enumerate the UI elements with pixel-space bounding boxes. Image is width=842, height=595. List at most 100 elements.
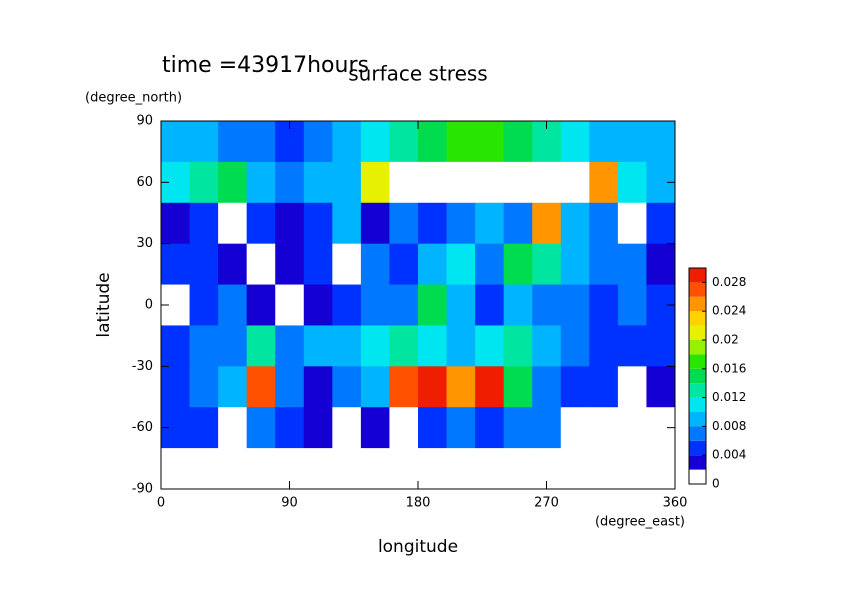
- contour-cell: [560, 121, 590, 163]
- x-axis-label: longitude: [378, 537, 458, 557]
- contour-cell: [189, 325, 219, 367]
- contour-cell: [589, 448, 619, 490]
- contour-cell: [246, 243, 276, 286]
- contour-cell: [303, 407, 333, 449]
- contour-cell: [646, 121, 676, 163]
- contour-cell: [246, 284, 276, 326]
- contour-cell: [475, 243, 505, 286]
- contour-cell: [303, 202, 333, 245]
- contour-cell: [246, 366, 276, 408]
- contour-cell: [589, 407, 619, 449]
- contour-cell: [560, 407, 590, 449]
- contour-cell: [532, 366, 562, 408]
- contour-cell: [218, 407, 248, 449]
- contour-cell: [161, 243, 191, 286]
- chart-title: surface stress: [348, 62, 487, 86]
- contour-cell: [503, 284, 533, 326]
- contour-cell: [360, 243, 390, 286]
- contour-cell: [246, 407, 276, 449]
- contour-cell: [303, 325, 333, 367]
- contour-cell: [503, 448, 533, 490]
- contour-cell: [161, 202, 191, 245]
- contour-cell: [503, 161, 533, 204]
- contour-cell: [646, 325, 676, 367]
- colorbar-swatch: [689, 412, 706, 427]
- contour-cell: [360, 161, 390, 204]
- contour-cell: [303, 243, 333, 286]
- contour-cell: [446, 366, 476, 408]
- contour-cell: [332, 325, 362, 367]
- contour-cell: [275, 202, 305, 245]
- contour-cell: [475, 161, 505, 204]
- contour-cell: [161, 448, 191, 490]
- contour-cell: [475, 121, 505, 163]
- contour-cell: [389, 202, 419, 245]
- contour-cell: [246, 325, 276, 367]
- contour-cell: [617, 243, 647, 286]
- contour-cell: [418, 121, 448, 163]
- contour-cell: [617, 407, 647, 449]
- colorbar-swatch: [689, 440, 706, 456]
- y-tick-label: 90: [136, 114, 153, 129]
- contour-cell: [246, 202, 276, 245]
- contour-cell: [332, 407, 362, 449]
- contour-cell: [446, 325, 476, 367]
- contour-cell: [360, 121, 390, 163]
- contour-cell: [161, 325, 191, 367]
- colorbar-swatch: [689, 268, 706, 283]
- contour-cell: [503, 366, 533, 408]
- contour-cell: [218, 121, 248, 163]
- contour-cell: [218, 243, 248, 286]
- colorbar-swatch: [689, 282, 706, 297]
- contour-cell: [532, 284, 562, 326]
- contour-cell: [503, 407, 533, 449]
- contour-cell: [360, 325, 390, 367]
- contour-cell: [389, 407, 419, 449]
- contour-cell: [418, 448, 448, 490]
- contour-cell: [503, 202, 533, 245]
- colorbar-tick-label: 0.028: [712, 275, 746, 289]
- contour-cell: [218, 284, 248, 326]
- contour-cell: [303, 366, 333, 408]
- colorbar-swatch: [689, 340, 706, 355]
- contour-cell: [503, 243, 533, 286]
- colorbar-swatch: [689, 469, 706, 484]
- contour-cell: [475, 366, 505, 408]
- x-tick-label: 180: [406, 496, 431, 511]
- contour-cell: [560, 161, 590, 204]
- contour-cell: [332, 284, 362, 326]
- contour-cell: [446, 121, 476, 163]
- contour-cell: [589, 202, 619, 245]
- contour-cell: [617, 202, 647, 245]
- contour-cell: [532, 407, 562, 449]
- contour-cell: [389, 448, 419, 490]
- contour-cell: [617, 284, 647, 326]
- y-tick-label: -90: [132, 482, 153, 497]
- contour-cell: [332, 202, 362, 245]
- contour-cell: [303, 121, 333, 163]
- contour-cell: [389, 243, 419, 286]
- contour-cell: [218, 161, 248, 204]
- contour-cell: [532, 325, 562, 367]
- y-tick-label: -60: [132, 420, 153, 435]
- contour-cell: [360, 366, 390, 408]
- contour-cell: [418, 284, 448, 326]
- contour-cell: [446, 448, 476, 490]
- colorbar-swatch: [689, 368, 706, 384]
- contour-cell: [560, 366, 590, 408]
- colorbar-tick-label: 0.02: [712, 333, 739, 347]
- contour-cell: [275, 161, 305, 204]
- contour-cell: [503, 121, 533, 163]
- y-unit: (degree_north): [85, 91, 182, 106]
- contour-cell: [646, 243, 676, 286]
- contour-cell: [189, 161, 219, 204]
- colorbar-swatch: [689, 296, 706, 312]
- contour-cell: [418, 243, 448, 286]
- contour-cell: [446, 407, 476, 449]
- contour-cell: [532, 161, 562, 204]
- contour-cell: [418, 202, 448, 245]
- contour-cell: [560, 202, 590, 245]
- contour-cell: [189, 284, 219, 326]
- contour-cell: [589, 121, 619, 163]
